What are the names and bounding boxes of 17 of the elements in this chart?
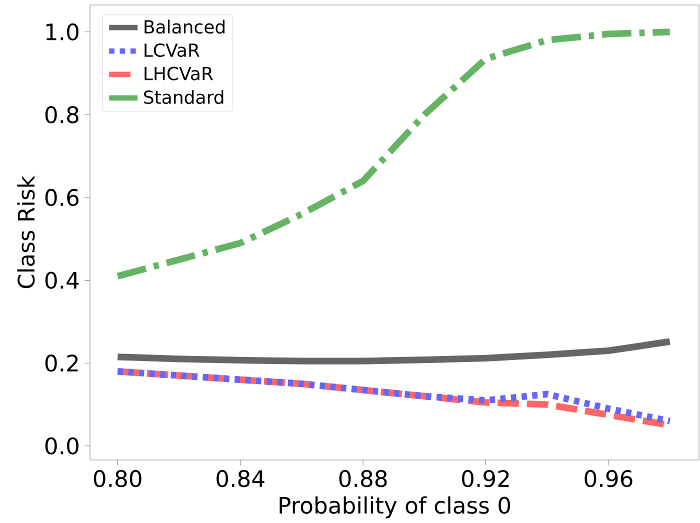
x-axis-title: Probability of class 0	[280, 496, 510, 518]
x-tick-label: 0.88	[339, 470, 387, 488]
x-tick-label: 0.84	[216, 470, 264, 488]
y-tick-label: 0.4	[45, 272, 79, 290]
x-tick-label: 0.80	[94, 470, 142, 488]
legend-label: LHCVaR	[144, 66, 213, 80]
legend-label: LCVaR	[144, 44, 200, 58]
y-axis-title: Class Risk	[17, 176, 35, 288]
y-tick-label: 0.2	[45, 354, 78, 372]
legend-label: Standard	[144, 90, 224, 104]
x-tick-label: 0.92	[462, 470, 509, 488]
y-tick-label: 0.0	[45, 437, 78, 455]
legend-label: Balanced	[144, 20, 224, 34]
x-tick-label: 0.96	[584, 470, 632, 488]
y-tick-label: 0.6	[45, 189, 79, 206]
y-tick-label: 1.0	[46, 23, 78, 41]
y-tick-label: 0.8	[45, 106, 78, 124]
